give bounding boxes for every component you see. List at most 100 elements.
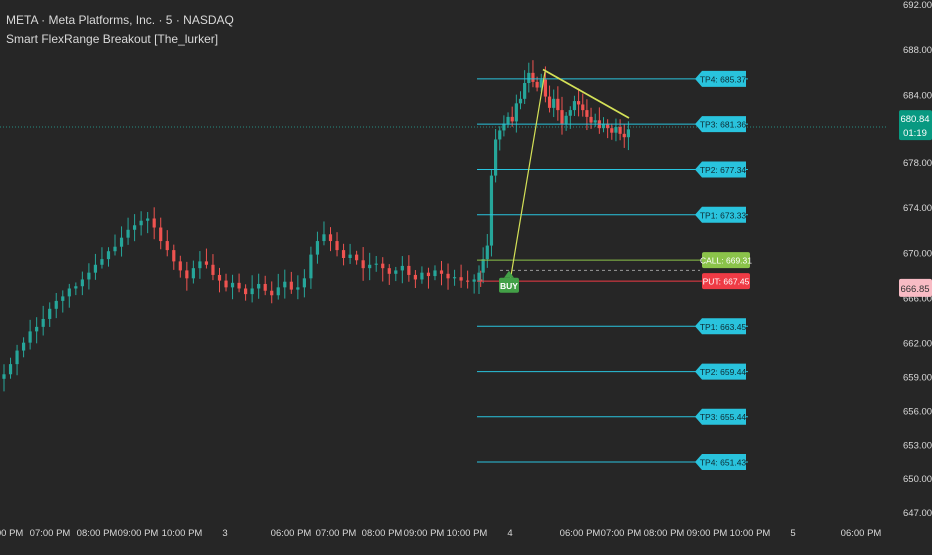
day-1-candle	[237, 282, 241, 289]
tp3-lower-label: TP3: 655.44	[700, 412, 747, 422]
day-1-candle	[374, 263, 378, 265]
x-tick-label: 09:00 PM	[404, 528, 445, 539]
tp1-upper-tag	[695, 206, 746, 223]
day-1-candle	[257, 283, 261, 289]
price-marker-label: 666.85	[900, 284, 929, 295]
day-1-candle	[61, 296, 65, 301]
day-2-candle	[506, 116, 510, 124]
day-1-candle	[302, 278, 306, 288]
countdown-label: 01:19	[903, 128, 927, 139]
day-1-candle	[113, 246, 117, 252]
day-1-candle	[283, 281, 287, 288]
day-1-candle	[21, 342, 26, 351]
y-tick-label: 653.00	[903, 440, 932, 451]
day-1-candle	[185, 270, 189, 279]
day-2-candle	[510, 116, 514, 122]
y-tick-label: 666.00	[903, 294, 932, 305]
day-1-candle	[309, 254, 313, 279]
tp4-upper-tag	[695, 70, 746, 87]
y-tick-label: 647.00	[903, 508, 932, 519]
x-tick-label: 07:00 PM	[601, 528, 642, 539]
day-1-candle	[106, 251, 111, 260]
day-1-candle	[152, 218, 156, 228]
day-1-candle	[446, 273, 450, 279]
day-1-candle	[420, 272, 424, 280]
trend-line-up	[509, 71, 546, 282]
day-1-candle	[361, 260, 365, 269]
put-lower-tag	[702, 273, 750, 290]
price-marker-tag	[899, 278, 932, 297]
day-1-candle	[178, 261, 182, 271]
x-tick-label: 10:00 PM	[447, 528, 488, 539]
day-1-candle	[211, 264, 215, 275]
put-lower-label: PUT: 667.45	[703, 277, 750, 287]
day-1-candle	[387, 268, 391, 274]
day-1-candle	[426, 272, 431, 277]
y-tick-label: 674.00	[903, 203, 932, 214]
symbol-title: META · Meta Platforms, Inc. · 5 · NASDAQ	[6, 13, 234, 27]
day-2-candle	[614, 127, 618, 133]
day-2-candle	[485, 245, 489, 260]
day-2-candle	[593, 120, 597, 123]
day-1-candle	[472, 279, 476, 282]
day-2-candle	[618, 127, 622, 134]
day-1-candle	[133, 225, 137, 230]
x-tick-label: 08:00 PM	[77, 528, 118, 539]
x-tick-label: 08:00 PM	[644, 528, 685, 539]
day-2-candle	[581, 104, 585, 111]
tp4-upper-label: TP4: 685.37	[700, 74, 747, 84]
x-tick-label: 07:00 PM	[30, 528, 71, 539]
tp1-upper-label: TP1: 673.33	[700, 210, 747, 220]
day-2-candle	[498, 130, 502, 140]
x-tick-label: 10:00 PM	[162, 528, 203, 539]
day-1-candle	[217, 274, 222, 281]
day-1-candle	[224, 280, 228, 288]
day-1-candle	[355, 254, 359, 261]
y-tick-label: 684.00	[903, 90, 932, 101]
x-tick-label: 5	[790, 528, 795, 539]
x-tick-label: 06:00 PM	[841, 528, 882, 539]
day-2-candle	[568, 110, 572, 116]
day-1-candle	[191, 268, 195, 279]
x-tick-label: 3	[222, 528, 227, 539]
day-1-candle	[126, 229, 130, 238]
day-2-candle	[572, 101, 577, 111]
day-1-candle	[54, 300, 58, 309]
day-2-candle	[518, 98, 523, 104]
day-1-candle	[466, 280, 470, 282]
tp3-upper-tag	[695, 116, 746, 133]
day-1-candle	[35, 326, 39, 332]
day-2-candle	[564, 115, 568, 124]
buy-signal-label: BUY	[500, 281, 518, 291]
current-price-tag	[899, 110, 932, 141]
day-1-candle	[48, 308, 52, 319]
tp1-lower-label: TP1: 663.45	[700, 322, 747, 332]
day-1-candle	[413, 274, 417, 280]
day-1-candle	[289, 281, 293, 290]
x-tick-label: 06:00 PM	[0, 528, 23, 539]
tp4-lower-tag	[695, 453, 746, 470]
day-1-candle	[407, 265, 411, 275]
current-price-label: 680.84	[900, 114, 929, 125]
day-1-candle	[172, 250, 176, 262]
day-2-candle	[531, 72, 535, 82]
day-1-candle	[348, 254, 352, 258]
day-2-candle	[481, 259, 485, 273]
tp3-lower-tag	[695, 408, 746, 425]
day-2-candle	[477, 272, 481, 282]
buy-signal-arrow	[504, 270, 514, 278]
tp2-lower-label: TP2: 659.44	[700, 367, 747, 377]
day-2-candle	[535, 81, 539, 88]
tp2-upper-tag	[695, 161, 746, 178]
y-tick-label: 688.00	[903, 45, 932, 56]
x-tick-label: 09:00 PM	[118, 528, 159, 539]
day-1-candle	[204, 261, 209, 265]
day-1-candle	[270, 290, 274, 296]
tp4-lower-label: TP4: 651.43	[700, 457, 747, 467]
day-2-candle	[489, 175, 494, 246]
day-2-candle	[622, 133, 626, 138]
day-1-candle	[296, 287, 300, 290]
y-tick-label: 656.00	[903, 406, 932, 417]
